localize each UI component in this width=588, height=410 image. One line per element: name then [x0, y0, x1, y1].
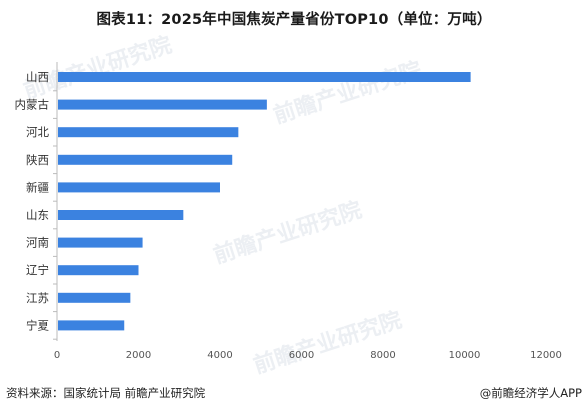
bar-5	[58, 210, 184, 220]
bar-8	[58, 292, 131, 303]
bar-0	[58, 72, 471, 82]
x-tick-label: 4000	[207, 350, 232, 361]
bar-6	[58, 237, 143, 248]
brand-label: @前瞻经济学人APP	[479, 386, 582, 400]
x-tick-label: 8000	[370, 350, 395, 361]
bar-1	[58, 99, 267, 110]
x-tick-label: 6000	[289, 350, 314, 361]
category-label: 新疆	[26, 180, 49, 194]
bar-2	[58, 127, 239, 138]
x-tick-label: 10000	[449, 350, 481, 361]
category-label: 辽宁	[26, 263, 49, 277]
x-tick-label: 12000	[530, 350, 562, 361]
category-label: 宁夏	[26, 318, 49, 332]
category-label: 山东	[26, 208, 49, 222]
bar-9	[58, 320, 125, 331]
bar-4	[58, 182, 220, 193]
category-label: 河北	[26, 125, 49, 139]
bar-7	[58, 265, 139, 276]
x-tick-label: 0	[54, 350, 60, 361]
bar-3	[58, 154, 233, 165]
category-label: 江苏	[26, 291, 49, 305]
source-note: 资料来源：国家统计局 前瞻产业研究院	[6, 386, 206, 400]
x-tick-label: 2000	[126, 350, 151, 361]
category-label: 河南	[26, 236, 49, 250]
category-label: 内蒙古	[15, 98, 50, 112]
category-label: 山西	[26, 70, 49, 84]
chart-title: 图表11：2025年中国焦炭产量省份TOP10（单位：万吨）	[96, 12, 492, 28]
category-label: 陕西	[26, 153, 49, 167]
